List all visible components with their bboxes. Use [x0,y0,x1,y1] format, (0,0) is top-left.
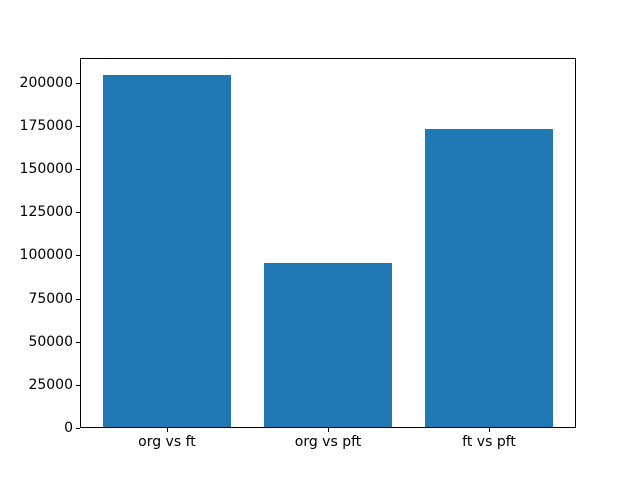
y-tick-label: 125000 [19,204,73,221]
x-tick-mark [489,428,491,432]
y-tick-mark [76,255,80,257]
y-tick-label: 75000 [28,290,73,307]
y-tick-label: 175000 [19,117,73,134]
y-tick-label: 150000 [19,161,73,178]
y-tick-mark [76,428,80,429]
x-tick-label: ft vs pft [462,434,516,450]
y-tick-label: 100000 [19,247,73,264]
y-tick-mark [76,212,80,214]
y-tick-label: 50000 [28,333,73,350]
x-tick-label: org vs ft [138,434,196,450]
y-tick-label: 200000 [19,74,73,91]
bar-org-vs-pft [263,263,393,428]
y-tick-mark [76,82,80,84]
y-tick-mark [76,341,80,343]
bar-org-vs-ft [102,75,232,428]
bar-ft-vs-pft [424,129,554,428]
y-tick-label: 25000 [28,376,73,393]
y-tick-mark [76,384,80,386]
y-tick-mark [76,169,80,171]
x-tick-label: org vs pft [294,434,362,450]
x-tick-mark [328,428,329,432]
y-tick-label: 0 [64,420,73,436]
x-tick-mark [166,428,168,432]
y-tick-mark [76,125,80,127]
y-tick-mark [76,298,80,300]
